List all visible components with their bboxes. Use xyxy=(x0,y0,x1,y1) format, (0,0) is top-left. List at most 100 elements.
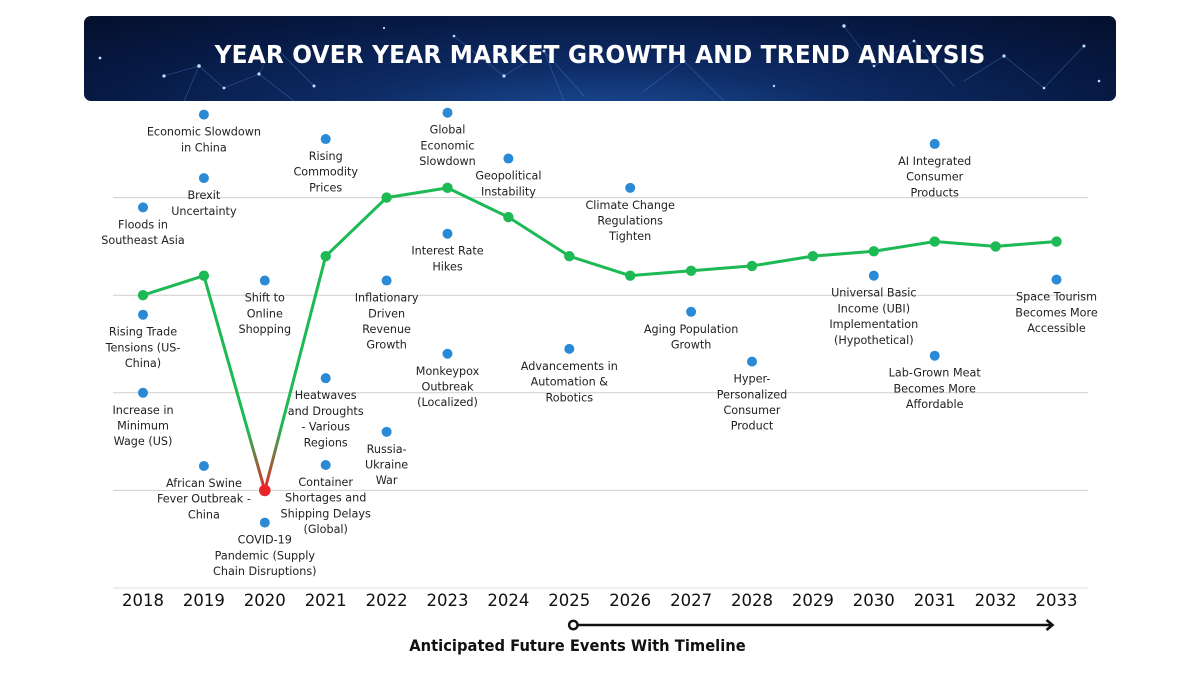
data-point xyxy=(868,246,879,257)
data-point xyxy=(381,192,392,203)
event-annotation: Global Economic Slowdown xyxy=(419,107,476,168)
data-point xyxy=(503,211,514,223)
event-label-line: Climate Change xyxy=(585,199,675,212)
event-annotation: Advancements in Automation & Robotics xyxy=(521,343,618,404)
event-dot xyxy=(259,517,270,528)
event-label: COVID-19 Pandemic (Supply Chain Disruption… xyxy=(213,534,316,578)
event-label-line: COVID-19 xyxy=(238,534,292,547)
data-point xyxy=(746,260,758,272)
x-tick-label: 2019 xyxy=(183,591,225,610)
event-label-line: Automation & xyxy=(531,376,609,389)
event-label-line: Chain Disruptions) xyxy=(213,565,316,578)
event-dot xyxy=(625,182,636,193)
event-dot xyxy=(138,202,148,213)
event-label-line: Robotics xyxy=(546,391,594,404)
event-label: Floods in Southeast Asia xyxy=(101,218,184,247)
event-dot xyxy=(381,426,392,437)
event-label: Russia- Ukraine War xyxy=(365,443,408,487)
x-tick-label: 2028 xyxy=(731,591,773,610)
event-label-line: Russia- xyxy=(367,443,407,456)
event-annotation: Container Shortages and Shipping Delays (Gl… xyxy=(281,460,371,536)
event-annotation: Russia- Ukraine War xyxy=(365,426,408,487)
event-label-line: Rising xyxy=(309,150,343,163)
event-label-line: Floods in xyxy=(118,218,168,231)
event-dot xyxy=(138,309,148,320)
event-label-line: Southeast Asia xyxy=(101,234,184,247)
x-tick-label: 2022 xyxy=(366,591,408,610)
event-label-line: Growth xyxy=(366,339,407,352)
event-dot xyxy=(198,461,209,471)
event-label-line: Interest Rate xyxy=(411,245,483,258)
event-dot xyxy=(929,350,940,361)
event-annotation: Brexit Uncertainty xyxy=(171,173,237,218)
event-label: AI Integrated Consumer Products xyxy=(898,155,971,199)
line-segment xyxy=(628,269,693,278)
event-label-line: Consumer xyxy=(723,404,780,417)
data-point xyxy=(990,241,1001,252)
line-segment xyxy=(324,196,389,258)
event-dot xyxy=(564,343,575,354)
event-annotation: Monkeypox Outbreak (Localized) xyxy=(416,348,480,409)
event-dot xyxy=(442,348,453,359)
line-segment xyxy=(263,254,328,492)
line-segment xyxy=(933,240,998,248)
event-annotation: African Swine Fever Outbreak - China xyxy=(157,461,251,521)
event-label: Container Shortages and Shipping Delays (Gl… xyxy=(281,476,371,536)
event-label-line: Products xyxy=(911,186,959,199)
line-segment xyxy=(811,249,876,258)
x-tick-label: 2030 xyxy=(853,591,895,610)
event-label-line: - Various xyxy=(301,421,350,434)
event-dot xyxy=(503,153,514,164)
event-label-line: Aging Population xyxy=(644,323,738,336)
event-label-line: (Global) xyxy=(303,523,347,536)
event-label-line: Container xyxy=(298,476,353,489)
x-tick-label: 2031 xyxy=(914,591,956,610)
event-label-line: Accessible xyxy=(1027,322,1086,335)
event-label-line: Revenue xyxy=(362,323,411,336)
line-segment xyxy=(202,274,267,492)
event-label: Heatwaves and Droughts - Various Regions xyxy=(288,389,364,449)
data-point xyxy=(685,265,697,276)
event-label-line: Increase in xyxy=(112,404,173,417)
event-annotation: Geopolitical Instability xyxy=(475,153,541,198)
event-label-line: AI Integrated xyxy=(898,155,971,168)
event-dot xyxy=(320,460,331,471)
event-label: Rising Commodity Prices xyxy=(293,150,358,194)
event-dot xyxy=(442,228,453,239)
event-dot xyxy=(259,275,270,286)
event-annotation: Heatwaves and Droughts - Various Regions xyxy=(288,373,364,449)
x-tick-label: 2018 xyxy=(122,591,164,610)
x-tick-label: 2025 xyxy=(548,591,590,610)
event-label: Shift to Online Shopping xyxy=(239,292,292,336)
event-annotation: AI Integrated Consumer Products xyxy=(898,138,971,199)
event-label-line: Consumer xyxy=(906,171,963,184)
event-label-line: Becomes More xyxy=(893,382,976,395)
event-label-line: Shipping Delays xyxy=(281,507,371,520)
event-label: Monkeypox Outbreak (Localized) xyxy=(416,365,480,409)
data-point-low xyxy=(259,484,271,497)
gridlines xyxy=(113,197,1088,589)
x-tick-label: 2023 xyxy=(427,591,469,610)
event-label-line: Minimum xyxy=(117,420,169,433)
event-label-line: Shortages and xyxy=(285,492,366,505)
line-segment xyxy=(141,274,206,297)
event-label: Lab-Grown Meat Becomes More Affordable xyxy=(889,367,982,411)
x-axis-ticks: 2018 2019 2020 2021 2022 2023 2024 2025 2026 2027… xyxy=(122,591,1078,610)
event-annotation: Economic Slowdown in China xyxy=(147,109,261,154)
line-segment xyxy=(567,254,632,278)
event-dot xyxy=(442,107,453,118)
title-banner: YEAR OVER YEAR MARKET GROWTH AND TREND A… xyxy=(84,16,1116,101)
event-label-line: Advancements in xyxy=(521,360,618,373)
event-label: Space Tourism Becomes More Accessible xyxy=(1015,291,1098,335)
event-label-line: Regions xyxy=(304,436,348,449)
timeline-arrowhead-icon xyxy=(1045,619,1055,631)
x-tick-label: 2021 xyxy=(305,591,347,610)
line-segment xyxy=(506,215,571,258)
line-segment xyxy=(750,254,815,268)
event-annotation: Space Tourism Becomes More Accessible xyxy=(1015,274,1098,335)
event-dot xyxy=(868,270,879,281)
line-segment xyxy=(872,240,937,253)
event-label: Rising Trade Tensions (US- China) xyxy=(105,326,181,370)
event-label-line: Product xyxy=(731,420,774,433)
